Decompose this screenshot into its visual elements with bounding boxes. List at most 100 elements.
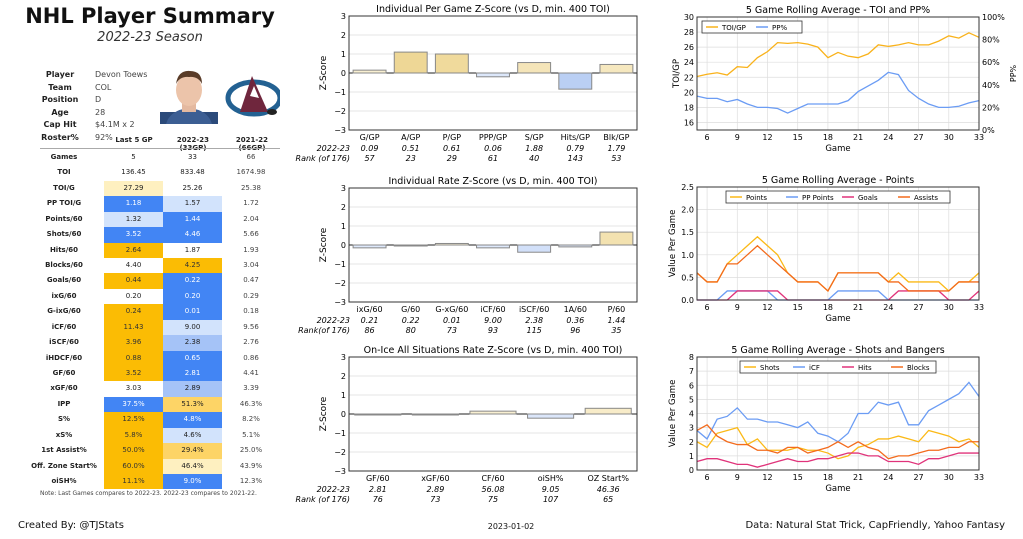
season-value: 0.36 (566, 316, 584, 325)
chart-title: Individual Per Game Z-Score (vs D, min. … (376, 4, 610, 15)
category-label: P/GP (443, 133, 462, 142)
season-value: 9.05 (542, 485, 560, 494)
rank-value: 53 (611, 154, 621, 163)
y-right-tick-label: 40% (982, 81, 1000, 90)
row-label: G-ixG/60 (47, 307, 81, 316)
category-label: Blk/GP (603, 133, 629, 142)
series-line-hits (696, 452, 979, 468)
y-axis-label: Z-Score (319, 55, 329, 90)
legend (701, 20, 803, 34)
z-bar (393, 51, 428, 74)
y-tick-label: 2 (689, 438, 694, 447)
y-right-axis-label: PP% (1009, 64, 1018, 82)
season-value: 2.89 (426, 485, 444, 494)
x-tick-label: 27 (913, 133, 923, 142)
z-bar (599, 231, 634, 246)
z-bar (411, 413, 459, 416)
rank-value: 73 (447, 326, 457, 335)
x-tick-label: 21 (853, 473, 863, 482)
x-tick-label: 12 (762, 133, 772, 142)
row-label: oiSH% (51, 477, 77, 486)
category-label: P/60 (608, 305, 626, 314)
season-value: 0.79 (566, 144, 584, 153)
y-tick-label: 5 (689, 395, 694, 404)
table-row: PP TOI/G 1.18 1.57 1.72 (40, 196, 280, 212)
cell-2022-23: 2.81 (163, 366, 222, 382)
table-row: iHDCF/60 0.88 0.65 0.86 (40, 350, 280, 366)
season-value: 56.08 (482, 485, 505, 494)
rank-value: 35 (611, 326, 621, 335)
x-tick-label: 21 (853, 303, 863, 312)
chart-title: 5 Game Rolling Average - Shots and Bange… (731, 345, 944, 356)
cell-2021-22: 0.86 (243, 353, 259, 362)
info-label: Position (41, 95, 79, 104)
rank-row-label: Rank (of 176) (296, 495, 350, 504)
row-label: Hits/60 (49, 245, 79, 254)
cell-last5: 2.64 (104, 242, 163, 258)
y-tick-label: 1 (341, 222, 346, 231)
y-tick-label: −2 (334, 448, 346, 457)
cell-2022-23: 1.87 (184, 245, 201, 254)
table-row: iSCF/60 3.96 2.38 2.76 (40, 335, 280, 351)
y-tick-label: 3 (341, 12, 346, 21)
series-line-toi-gp (696, 32, 980, 78)
header-divider (40, 148, 280, 149)
cell-last5: 3.03 (125, 384, 142, 393)
x-tick-label: 33 (974, 303, 984, 312)
cell-2022-23: 0.22 (163, 273, 222, 289)
z-bar (558, 244, 593, 248)
z-bar (517, 244, 552, 253)
cell-2021-22: 0.47 (243, 276, 259, 285)
y-tick-label: 0 (341, 410, 346, 419)
cell-2022-23: 833.48 (180, 168, 205, 177)
legend-label: Blocks (907, 364, 930, 372)
cell-last5: 60.0% (104, 458, 163, 474)
info-value: D (95, 95, 102, 104)
category-label: PPP/GP (479, 133, 507, 142)
x-tick-label: 33 (974, 133, 984, 142)
x-tick-label: 30 (944, 303, 954, 312)
y-tick-label: 0 (341, 241, 346, 250)
cell-2021-22: 46.3% (239, 399, 263, 408)
x-tick-label: 6 (705, 473, 710, 482)
legend (725, 190, 951, 204)
y-tick-label: 22 (684, 73, 694, 82)
info-label: Player (45, 70, 75, 79)
category-label: xGF/60 (421, 474, 449, 483)
x-tick-label: 9 (735, 473, 740, 482)
legend-label: iCF (809, 364, 820, 372)
y-tick-label: 16 (684, 118, 694, 127)
rank-value: 80 (406, 326, 416, 335)
category-label: A/GP (401, 133, 420, 142)
x-tick-label: 12 (762, 473, 772, 482)
cell-2021-22: 0.18 (243, 307, 259, 316)
y-tick-label: 1.5 (681, 228, 694, 237)
x-tick-label: 15 (793, 473, 803, 482)
y-tick-label: 0 (341, 69, 346, 78)
z-bar (352, 69, 387, 74)
cell-2021-22: 0.29 (243, 291, 259, 300)
cell-2022-23: 4.46 (163, 227, 222, 243)
category-label: CF/60 (481, 474, 504, 483)
cell-2021-22: 1.72 (243, 199, 259, 208)
season-row-label: 2022-23 (317, 316, 350, 325)
cell-2022-23: 1.44 (163, 211, 222, 228)
table-row: TOI 136.45 833.48 1674.98 (40, 165, 280, 180)
y-tick-label: −1 (334, 260, 346, 269)
legend-label: Hits (858, 364, 872, 372)
chart-title: On-Ice All Situations Rate Z-Score (vs D… (364, 345, 623, 356)
z-bar (476, 72, 510, 78)
cell-last5: 1.18 (104, 196, 163, 212)
cell-last5: 50.0% (104, 443, 163, 459)
rank-value: 40 (529, 154, 539, 163)
season-value: 0.06 (484, 144, 502, 153)
y-tick-label: 2.5 (681, 183, 694, 192)
series-line-pp- (696, 71, 980, 114)
info-label: Team (48, 82, 72, 92)
y-tick-label: −2 (334, 107, 346, 116)
x-tick-label: 27 (913, 473, 923, 482)
z-bar (527, 413, 575, 419)
cell-2022-23: 25.26 (182, 183, 203, 192)
y-tick-label: 30 (684, 13, 694, 22)
table-row: xGF/60 3.03 2.89 3.39 (40, 381, 280, 397)
